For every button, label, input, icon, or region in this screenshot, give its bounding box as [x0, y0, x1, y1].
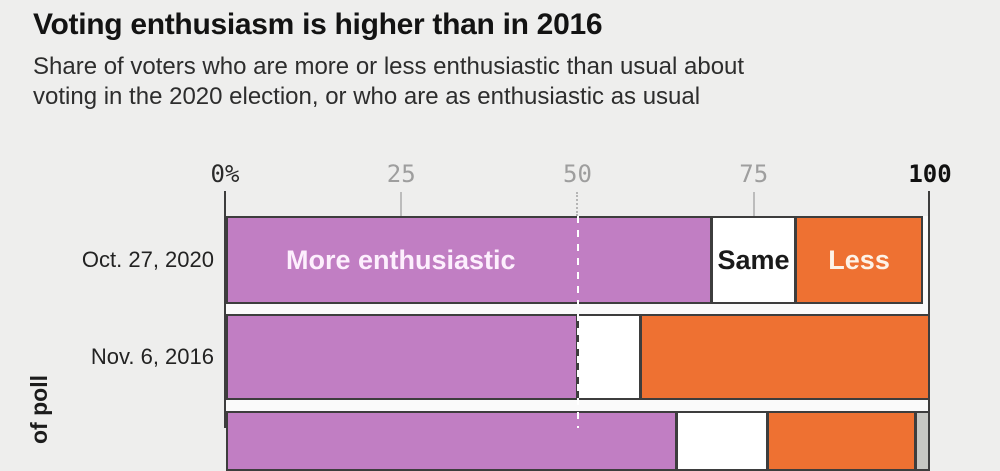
row-label: Oct. 27, 2020	[81, 247, 214, 272]
axis-line-0-percent	[224, 191, 226, 428]
y-axis-label: of poll	[26, 375, 52, 444]
x-axis-tick-label: 50	[563, 160, 592, 188]
bar-segment-same: Same	[711, 216, 797, 304]
bar-segment-label: Same	[717, 244, 790, 275]
bar-segment-same	[676, 411, 769, 471]
row-label: Nov. 6, 2016	[90, 344, 214, 369]
x-axis-tick-label: 100	[908, 160, 952, 188]
x-axis-tick-marks	[225, 192, 930, 216]
bar-segment-less: Less	[796, 216, 923, 304]
bar-segment-label: Less	[828, 244, 890, 275]
bar-segment-more	[226, 314, 578, 400]
plot-area: Oct. 27, 2020 More enthusiastic Same Less No…	[82, 216, 930, 471]
gridline-tick	[400, 192, 403, 216]
gridline-tick-dashed	[575, 192, 580, 216]
x-axis-tick-label: 0%	[210, 160, 240, 188]
bar-row: Nov. 6, 2016	[91, 314, 930, 400]
chart-title: Voting enthusiasm is higher than in 2016	[33, 8, 603, 41]
gridline-tick	[752, 192, 755, 216]
bar-segment-same	[578, 314, 642, 400]
chart-subtitle: Share of voters who are more or less ent…	[33, 52, 744, 112]
x-axis-tick-label: 75	[739, 160, 769, 188]
axis-line-100-percent	[928, 191, 930, 428]
bar-segment-less	[641, 314, 930, 400]
bar-segment-less	[768, 411, 916, 471]
x-axis-tick-label: 25	[386, 160, 416, 188]
bar-segment-more	[226, 411, 677, 471]
bar-segment-label: More enthusiastic	[286, 244, 516, 275]
x-axis-tick-labels: 0% 25 50 75 100	[211, 158, 952, 188]
bar-segment-more: More enthusiastic	[226, 216, 712, 304]
chart-subtitle-line1: Share of voters who are more or less ent…	[33, 53, 745, 80]
bar-row: Oct. 27, 2020 More enthusiastic Same Less	[82, 216, 930, 304]
chart-subtitle-line2: voting in the 2020 election, or who are …	[33, 83, 701, 110]
chart-page: { "header": { "title": "Voting enthusias…	[26, 8, 952, 471]
fifty-percent-dashed-gridline	[577, 216, 579, 428]
